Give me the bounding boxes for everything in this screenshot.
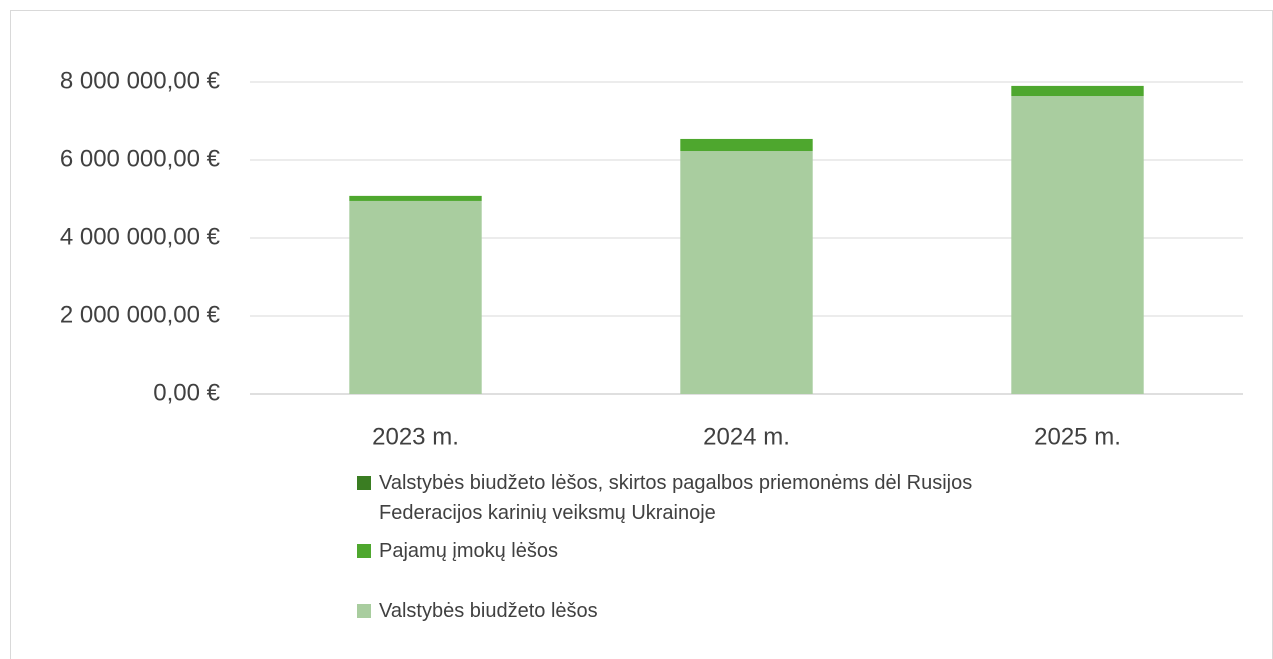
bar-segment [349, 200, 482, 394]
y-tick-label: 0,00 € [153, 379, 220, 406]
legend-label: Valstybės biudžeto lėšos [379, 600, 598, 622]
legend-swatch [357, 544, 371, 558]
bar-segment [349, 195, 482, 201]
x-tick-label: 2024 m. [703, 423, 790, 450]
legend-entry: Pajamų įmokų lėšos [357, 536, 1017, 566]
legend-label: Pajamų įmokų lėšos [379, 540, 558, 562]
legend-swatch [357, 476, 371, 490]
legend-swatch [357, 604, 371, 618]
y-tick-label: 2 000 000,00 € [60, 301, 221, 328]
bar-segment [680, 138, 813, 152]
legend-entry: Valstybės biudžeto lėšos, skirtos pagalb… [357, 468, 1017, 528]
bar-segment [1011, 85, 1144, 97]
y-tick-label: 8 000 000,00 € [60, 67, 221, 94]
x-tick-label: 2025 m. [1034, 423, 1121, 450]
x-tick-label: 2023 m. [372, 423, 459, 450]
y-tick-label: 6 000 000,00 € [60, 145, 221, 172]
legend-entry: Valstybės biudžeto lėšos [357, 596, 1017, 626]
legend-label: Valstybės biudžeto lėšos, skirtos pagalb… [379, 472, 973, 524]
bar-segment [680, 151, 813, 394]
y-tick-label: 4 000 000,00 € [60, 223, 221, 250]
bar-segment [1011, 96, 1144, 394]
